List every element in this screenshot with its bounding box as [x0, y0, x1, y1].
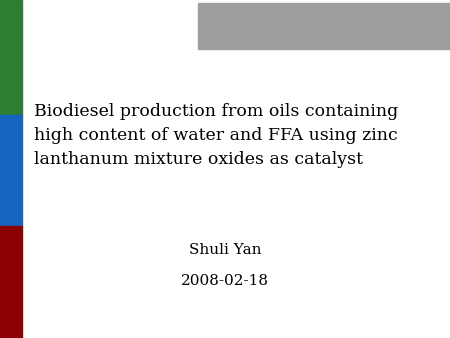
Text: Biodiesel production from oils containing
high content of water and FFA using zi: Biodiesel production from oils containin… — [34, 102, 398, 168]
Bar — [0, 0, 22, 115]
Bar — [198, 3, 450, 49]
Text: 2008-02-18: 2008-02-18 — [181, 273, 269, 288]
Bar — [0, 226, 22, 338]
Bar — [0, 115, 22, 226]
Text: Shuli Yan: Shuli Yan — [189, 243, 261, 257]
